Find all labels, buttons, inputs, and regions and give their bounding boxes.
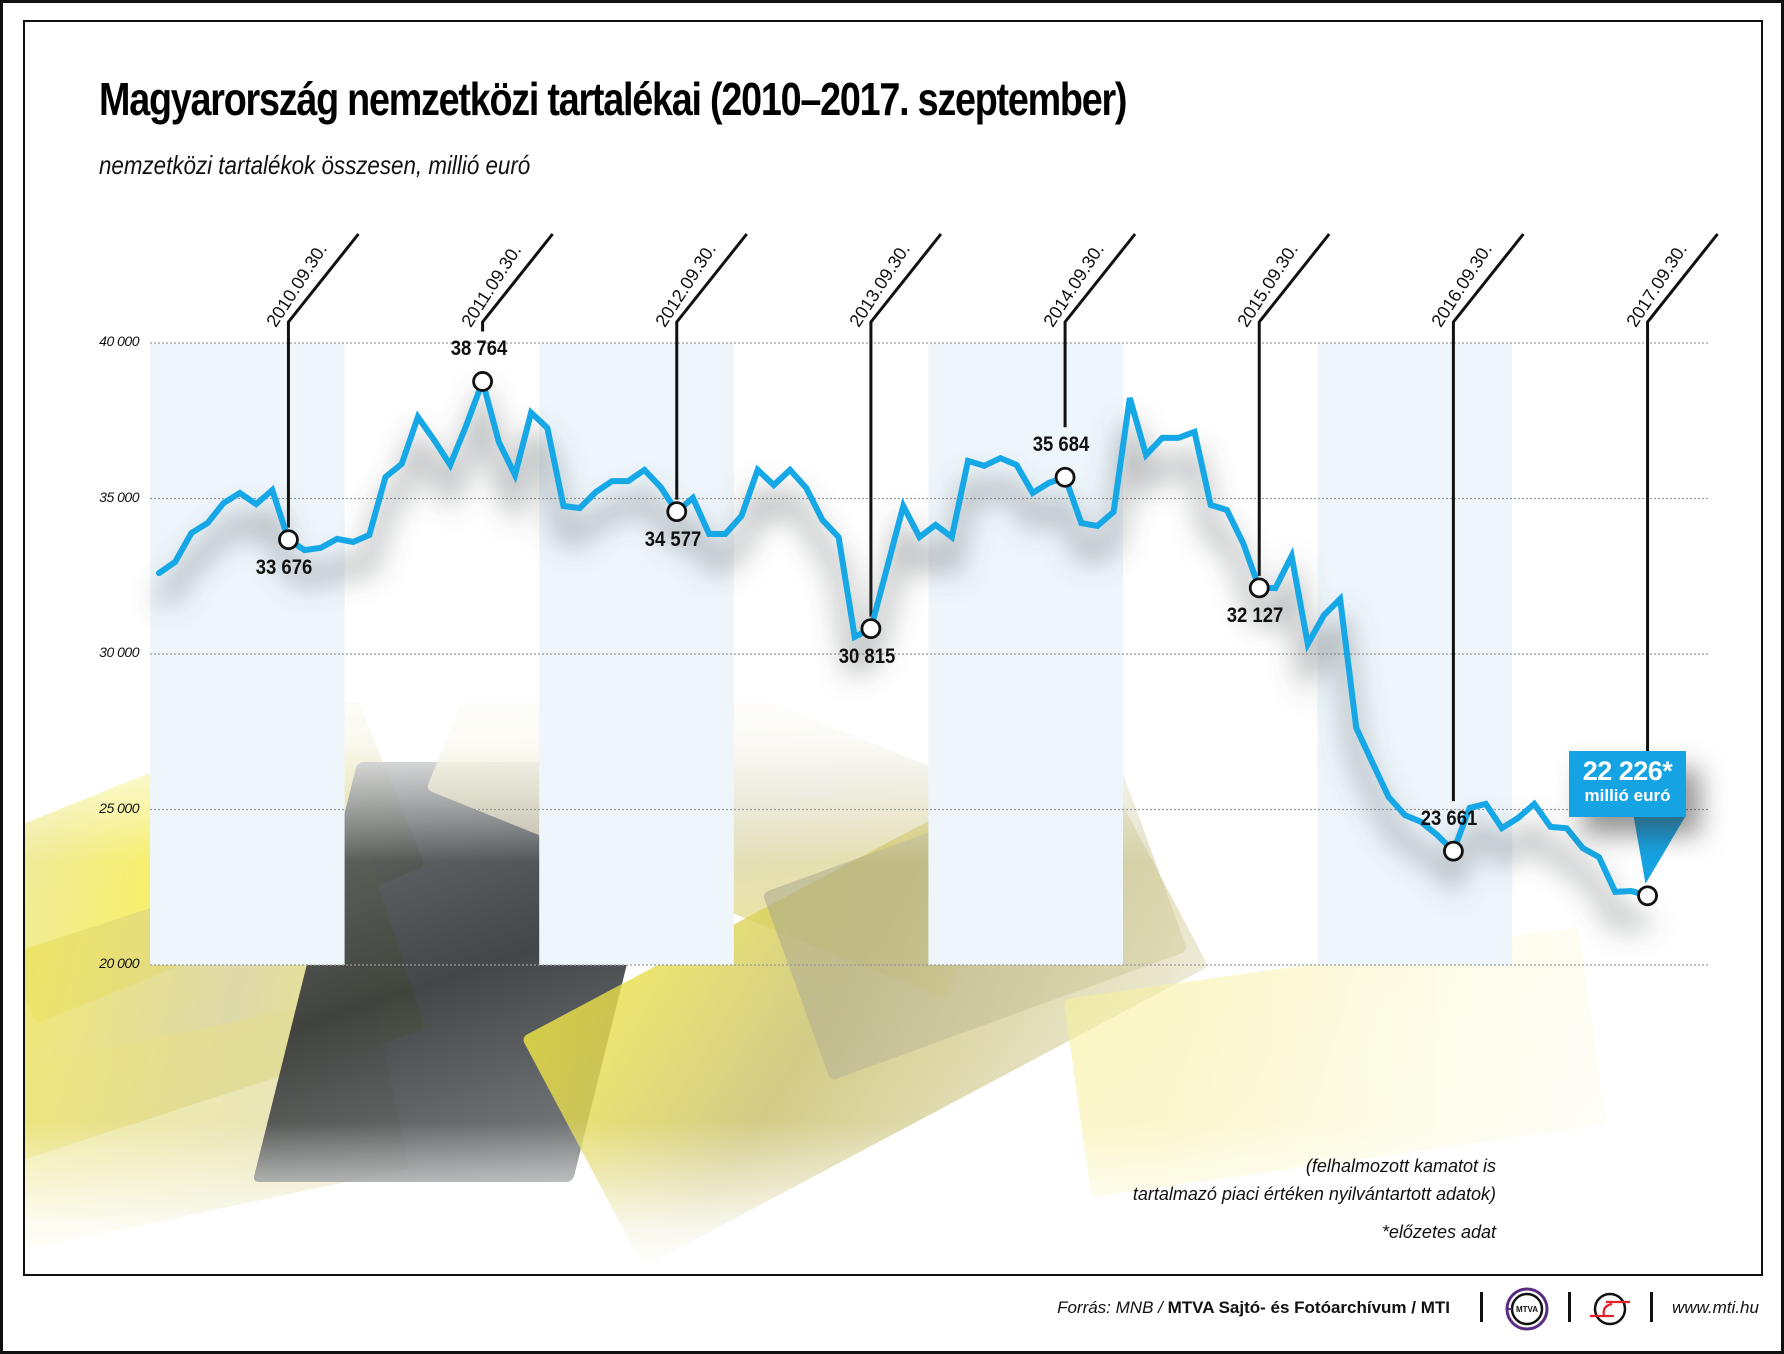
callout-unit: millió euró — [1584, 786, 1671, 805]
y-tick-label: 30 000 — [99, 644, 139, 660]
date-leader-line — [1063, 233, 1137, 428]
website-link[interactable]: www.mti.hu — [1672, 1298, 1759, 1317]
mtva-logo-icon: MTVA — [1505, 1287, 1549, 1331]
note-line-2: tartalmazó piaci értéken nyilvántartott … — [1132, 1184, 1496, 1204]
footer-separator — [1568, 1292, 1571, 1322]
date-leader-line — [1451, 233, 1525, 802]
infographic-frame — [23, 20, 1763, 1276]
data-point-marker — [472, 371, 494, 392]
date-leader-line — [1257, 233, 1331, 576]
mti-logo-icon — [1590, 1292, 1630, 1326]
footnote: *előzetes adat — [1381, 1222, 1496, 1242]
date-leader-lines — [286, 233, 1719, 802]
y-tick-label: 25 000 — [99, 799, 139, 816]
reserves-line — [156, 371, 1651, 899]
value-label: 34 577 — [644, 527, 702, 551]
y-tick-label: 40 000 — [99, 333, 139, 349]
data-point-marker — [278, 529, 299, 551]
footer-separator — [1650, 1292, 1653, 1322]
callout-pointer — [1633, 816, 1686, 884]
data-point-marker — [1637, 885, 1658, 907]
value-label: 33 676 — [256, 555, 313, 579]
date-leader-line — [1646, 233, 1719, 751]
data-point-marker — [860, 618, 882, 640]
data-point-marker — [1054, 466, 1076, 488]
value-label: 30 815 — [838, 644, 896, 668]
chart-subtitle: nemzetközi tartalékok összesen, millió e… — [99, 150, 531, 180]
photo-fade-bottom — [25, 1122, 1761, 1274]
value-label: 38 764 — [450, 337, 507, 361]
y-tick-label: 20 000 — [99, 955, 139, 971]
footer-separator — [1480, 1292, 1483, 1322]
year-band — [539, 343, 734, 965]
y-tick-label: 35 000 — [99, 488, 139, 505]
date-leader-line — [675, 233, 748, 500]
latest-value-callout: 22 226* millió euró — [1569, 751, 1686, 817]
footer: Forrás: MNB / MTVA Sajtó- és Fotóarchívu… — [0, 1287, 1784, 1334]
date-leader-line — [286, 233, 360, 528]
point-markers — [278, 371, 1658, 907]
callout-value: 22 226* — [1582, 756, 1673, 786]
value-label: 23 661 — [1421, 807, 1478, 831]
data-point-marker — [666, 501, 688, 523]
chart-title: Magyarország nemzetközi tartalékai (2010… — [99, 73, 1127, 125]
value-label: 32 127 — [1226, 603, 1284, 627]
source-prefix: Forrás: MNB / — [1057, 1298, 1168, 1317]
value-label: 35 684 — [1032, 433, 1090, 457]
note-line-1: (felhalmozott kamatot is — [1305, 1156, 1496, 1176]
date-leader-line — [869, 233, 943, 617]
data-point-marker — [1248, 577, 1270, 599]
mtva-logo-text: MTVA — [1516, 1305, 1538, 1314]
date-leader-line — [481, 233, 554, 332]
source-agency: MTVA Sajtó- és Fotóarchívum / MTI — [1167, 1298, 1450, 1317]
line-shadow — [154, 383, 1650, 932]
source-credit: Forrás: MNB / MTVA Sajtó- és Fotóarchívu… — [1057, 1298, 1450, 1318]
data-point-marker — [1443, 840, 1464, 862]
